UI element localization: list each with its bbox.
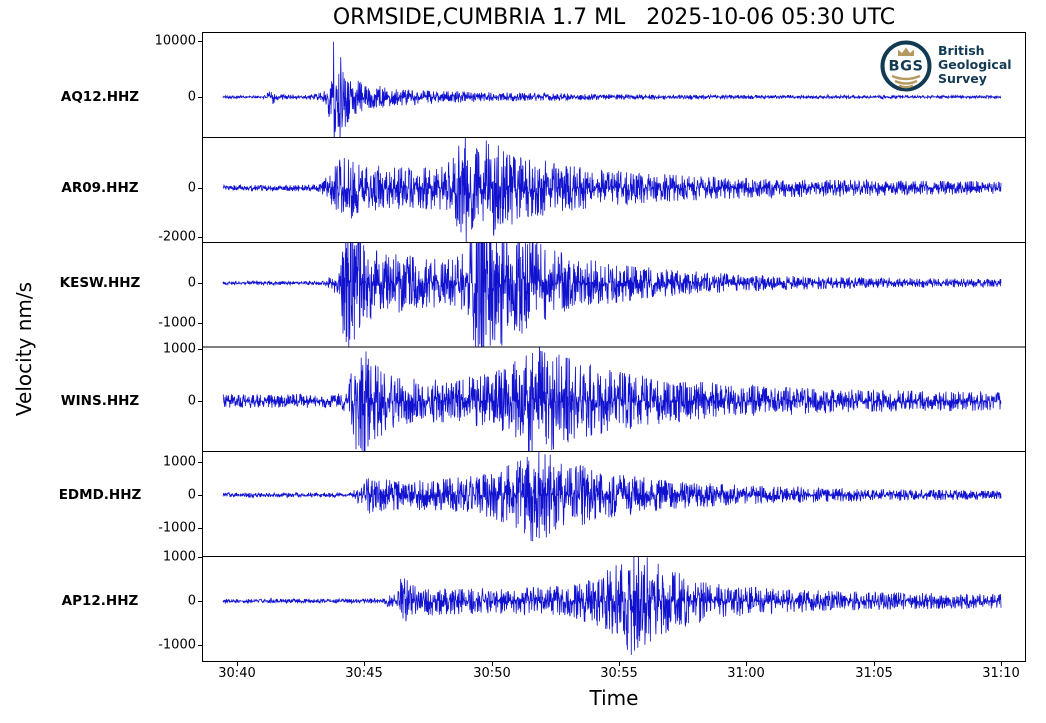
- y-tick-label: -2000: [158, 229, 196, 245]
- y-tick-label: -1000: [158, 637, 196, 653]
- y-tick-mark: [198, 462, 202, 463]
- bgs-logo-text-line1: British: [938, 43, 985, 58]
- x-tick-label: 30:55: [600, 666, 638, 681]
- y-tick-mark: [198, 645, 202, 646]
- x-tick-mark: [237, 662, 238, 666]
- waveform-trace-wins: [222, 347, 1002, 452]
- station-label-aq12: AQ12.HHZ: [60, 89, 140, 105]
- station-label-wins: WINS.HHZ: [60, 393, 140, 409]
- y-tick-mark: [198, 323, 202, 324]
- waveform-trace-aq12: [222, 41, 1002, 138]
- x-tick-mark: [619, 662, 620, 666]
- station-label-kesw: KESW.HHZ: [59, 275, 141, 291]
- crown-icon: [898, 47, 914, 56]
- plot-area: [202, 32, 1026, 662]
- x-tick-mark: [874, 662, 875, 666]
- y-tick-mark: [198, 495, 202, 496]
- x-tick-mark: [364, 662, 365, 666]
- y-tick-mark: [198, 188, 202, 189]
- y-tick-mark: [198, 601, 202, 602]
- waveform-trace-ar09: [222, 137, 1002, 243]
- y-tick-mark: [198, 557, 202, 558]
- x-tick-label: 31:00: [727, 666, 765, 681]
- y-tick-label: 1000: [162, 549, 196, 565]
- x-axis-label: Time: [589, 686, 639, 710]
- waveform-canvas: [203, 41, 1025, 655]
- station-label-ap12: AP12.HHZ: [61, 593, 139, 609]
- bgs-logo-text-line3: Survey: [938, 71, 987, 86]
- waveform-trace-kesw: [222, 242, 1002, 347]
- y-tick-label: 0: [187, 593, 196, 609]
- wave-line-1: [891, 74, 921, 81]
- y-tick-label: 1000: [162, 341, 196, 357]
- y-tick-mark: [198, 97, 202, 98]
- y-tick-mark: [198, 283, 202, 284]
- x-tick-mark: [1001, 662, 1002, 666]
- y-tick-mark: [198, 401, 202, 402]
- bgs-logo: BGS British Geological Survey: [872, 36, 1032, 102]
- y-tick-label: 0: [187, 180, 196, 196]
- waveform-trace-edmd: [222, 451, 1002, 542]
- y-tick-label: 0: [187, 393, 196, 409]
- wave-line-2: [894, 79, 918, 85]
- y-tick-label: 10000: [154, 33, 196, 49]
- bgs-logo-text-line2: Geological: [938, 57, 1012, 72]
- y-tick-label: 0: [187, 487, 196, 503]
- y-tick-mark: [198, 528, 202, 529]
- x-tick-label: 31:05: [855, 666, 893, 681]
- y-tick-label: 0: [187, 275, 196, 291]
- station-label-edmd: EDMD.HHZ: [58, 487, 142, 503]
- y-tick-label: -1000: [158, 315, 196, 331]
- x-tick-label: 30:40: [218, 666, 256, 681]
- x-tick-mark: [492, 662, 493, 666]
- station-label-ar09: AR09.HHZ: [61, 180, 139, 196]
- y-tick-mark: [198, 349, 202, 350]
- y-tick-mark: [198, 41, 202, 42]
- waveform-trace-ap12: [222, 556, 1002, 655]
- x-tick-label: 30:45: [345, 666, 383, 681]
- y-tick-label: 0: [187, 89, 196, 105]
- x-tick-label: 30:50: [473, 666, 511, 681]
- y-tick-label: 1000: [162, 454, 196, 470]
- y-tick-mark: [198, 237, 202, 238]
- y-tick-label: -1000: [158, 520, 196, 536]
- x-tick-mark: [746, 662, 747, 666]
- x-tick-label: 31:10: [982, 666, 1020, 681]
- wave-line-3: [898, 84, 914, 89]
- bgs-logo-graphic: BGS British Geological Survey: [880, 40, 1012, 92]
- bgs-logo-abbr: BGS: [889, 59, 924, 75]
- chart-title: ORMSIDE,CUMBRIA 1.7 ML 2025-10-06 05:30 …: [332, 5, 896, 30]
